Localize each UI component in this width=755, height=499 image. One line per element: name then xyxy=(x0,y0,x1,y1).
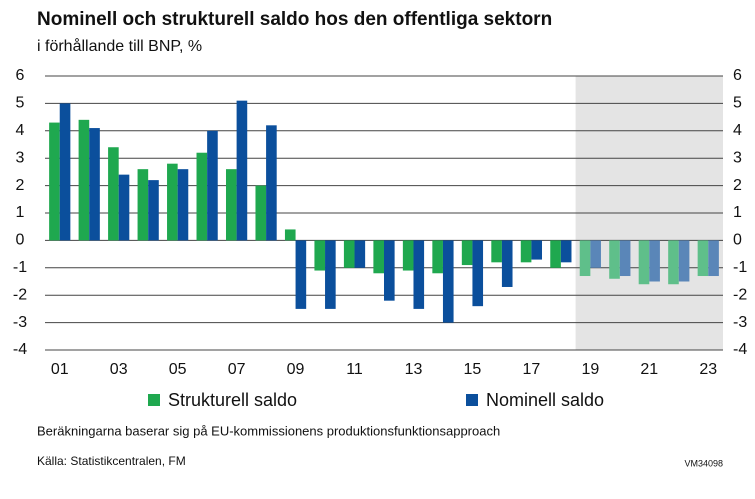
bar xyxy=(343,240,355,268)
y-tick-label: -2 xyxy=(13,286,27,303)
bar xyxy=(550,240,561,268)
bar xyxy=(520,240,532,263)
chart-title: Nominell och strukturell saldo hos den o… xyxy=(37,9,552,30)
y2-tick-label: 4 xyxy=(733,122,742,139)
x-tick-label: 01 xyxy=(51,361,69,378)
x-tick-label: 07 xyxy=(228,361,246,378)
x-tick-label: 13 xyxy=(405,361,423,378)
y2-tick-label: -4 xyxy=(733,341,747,358)
bar xyxy=(314,240,326,271)
bar xyxy=(472,240,484,307)
bar xyxy=(266,125,277,241)
y2-tick-label: -2 xyxy=(733,286,747,303)
bar xyxy=(49,122,60,241)
legend-swatch xyxy=(466,394,478,406)
y-tick-label: 2 xyxy=(16,177,25,194)
y2-tick-label: 2 xyxy=(733,177,742,194)
bar xyxy=(373,240,384,274)
bar xyxy=(491,240,502,263)
bar xyxy=(697,240,709,277)
bar xyxy=(708,240,719,277)
bar xyxy=(649,240,660,282)
bar xyxy=(325,240,336,309)
bar xyxy=(177,169,189,241)
bar xyxy=(531,240,543,260)
source: Källa: Statistikcentralen, FM xyxy=(37,454,186,468)
bar xyxy=(442,240,454,323)
x-tick-label: 21 xyxy=(640,361,658,378)
y2-tick-label: 6 xyxy=(733,67,742,84)
x-tick-label: 19 xyxy=(581,361,599,378)
x-tick-label: 23 xyxy=(699,361,717,378)
x-tick-label: 15 xyxy=(464,361,482,378)
bar xyxy=(413,240,425,309)
bar xyxy=(108,147,119,241)
bar xyxy=(402,240,414,271)
bar xyxy=(668,240,679,285)
bar xyxy=(384,240,395,301)
bar xyxy=(207,130,218,241)
bar xyxy=(255,185,267,241)
y-tick-label: 0 xyxy=(16,232,25,249)
bar xyxy=(432,240,443,274)
bar xyxy=(236,100,248,241)
bar xyxy=(284,229,296,241)
bar xyxy=(137,169,149,241)
x-tick-label: 17 xyxy=(522,361,540,378)
legend-swatch xyxy=(148,394,160,406)
legend-label: Strukturell saldo xyxy=(168,390,297,410)
y2-tick-label: 0 xyxy=(733,232,742,249)
x-tick-label: 03 xyxy=(110,361,128,378)
bar xyxy=(59,103,71,241)
x-tick-label: 05 xyxy=(169,361,187,378)
bar xyxy=(461,240,473,266)
note: Beräkningarna baserar sig på EU-kommissi… xyxy=(37,423,500,438)
bar xyxy=(678,240,690,282)
legend-label: Nominell saldo xyxy=(486,390,604,410)
bar xyxy=(148,180,159,241)
bar xyxy=(196,152,208,241)
bar xyxy=(225,169,237,241)
bar xyxy=(590,240,601,268)
bar xyxy=(619,240,631,277)
y-tick-label: -3 xyxy=(13,314,27,331)
y-tick-label: 3 xyxy=(16,149,25,166)
bar xyxy=(118,174,130,241)
x-tick-label: 09 xyxy=(287,361,305,378)
y2-tick-label: 3 xyxy=(733,149,742,166)
bar xyxy=(89,128,100,241)
bar xyxy=(638,240,650,285)
y-tick-label: 5 xyxy=(16,95,25,112)
bar xyxy=(167,163,178,241)
y-tick-label: 4 xyxy=(16,122,25,139)
bar xyxy=(609,240,620,279)
bar xyxy=(295,240,307,309)
y2-tick-label: -3 xyxy=(733,314,747,331)
bar xyxy=(560,240,572,263)
y-tick-label: -1 xyxy=(13,259,27,276)
bar xyxy=(354,240,366,268)
chart-subtitle: i förhållande till BNP, % xyxy=(37,37,202,55)
x-tick-label: 11 xyxy=(346,361,363,378)
y-tick-label: 1 xyxy=(16,204,25,221)
bar xyxy=(78,119,90,241)
y2-tick-label: 5 xyxy=(733,95,742,112)
y2-tick-label: -1 xyxy=(733,259,747,276)
bar xyxy=(579,240,591,277)
code: VM34098 xyxy=(684,458,723,468)
y2-tick-label: 1 xyxy=(733,204,742,221)
y-tick-label: -4 xyxy=(13,341,27,358)
bar xyxy=(501,240,513,287)
y-tick-label: 6 xyxy=(16,67,25,84)
